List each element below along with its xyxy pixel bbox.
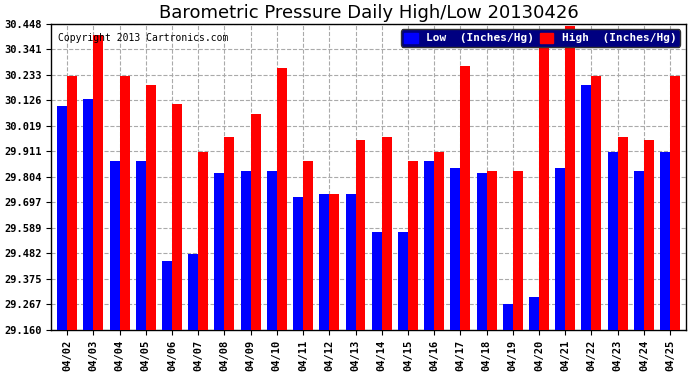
Bar (198, 152, 208, 330)
Bar (188, 254, 198, 330)
Bar (346, 194, 355, 330)
Bar (513, 171, 523, 330)
Bar (146, 85, 156, 330)
Bar (486, 171, 497, 330)
Bar (634, 171, 644, 330)
Bar (529, 297, 539, 330)
Text: Copyright 2013 Cartronics.com: Copyright 2013 Cartronics.com (58, 33, 228, 43)
Bar (582, 85, 591, 330)
Bar (555, 168, 565, 330)
Bar (119, 75, 130, 330)
Bar (565, 26, 575, 330)
Bar (372, 232, 382, 330)
Bar (267, 171, 277, 330)
Bar (618, 137, 628, 330)
Bar (293, 197, 303, 330)
Bar (424, 161, 434, 330)
Bar (93, 35, 104, 330)
Bar (277, 68, 287, 330)
Bar (172, 104, 182, 330)
Bar (539, 47, 549, 330)
Bar (608, 152, 618, 330)
Bar (250, 114, 261, 330)
Bar (110, 161, 119, 330)
Bar (83, 99, 93, 330)
Bar (460, 66, 471, 330)
Bar (241, 171, 250, 330)
Bar (136, 161, 146, 330)
Bar (215, 173, 224, 330)
Bar (660, 152, 670, 330)
Bar (67, 75, 77, 330)
Bar (644, 140, 654, 330)
Bar (355, 140, 366, 330)
Bar (329, 194, 339, 330)
Bar (408, 161, 418, 330)
Bar (382, 137, 392, 330)
Bar (477, 173, 486, 330)
Bar (162, 261, 172, 330)
Bar (303, 161, 313, 330)
Bar (224, 137, 235, 330)
Bar (57, 106, 67, 330)
Legend: Low  (Inches/Hg), High  (Inches/Hg): Low (Inches/Hg), High (Inches/Hg) (401, 29, 680, 47)
Bar (319, 194, 329, 330)
Bar (451, 168, 460, 330)
Title: Barometric Pressure Daily High/Low 20130426: Barometric Pressure Daily High/Low 20130… (159, 4, 578, 22)
Bar (398, 232, 408, 330)
Bar (503, 304, 513, 330)
Bar (670, 75, 680, 330)
Bar (591, 75, 602, 330)
Bar (434, 152, 444, 330)
